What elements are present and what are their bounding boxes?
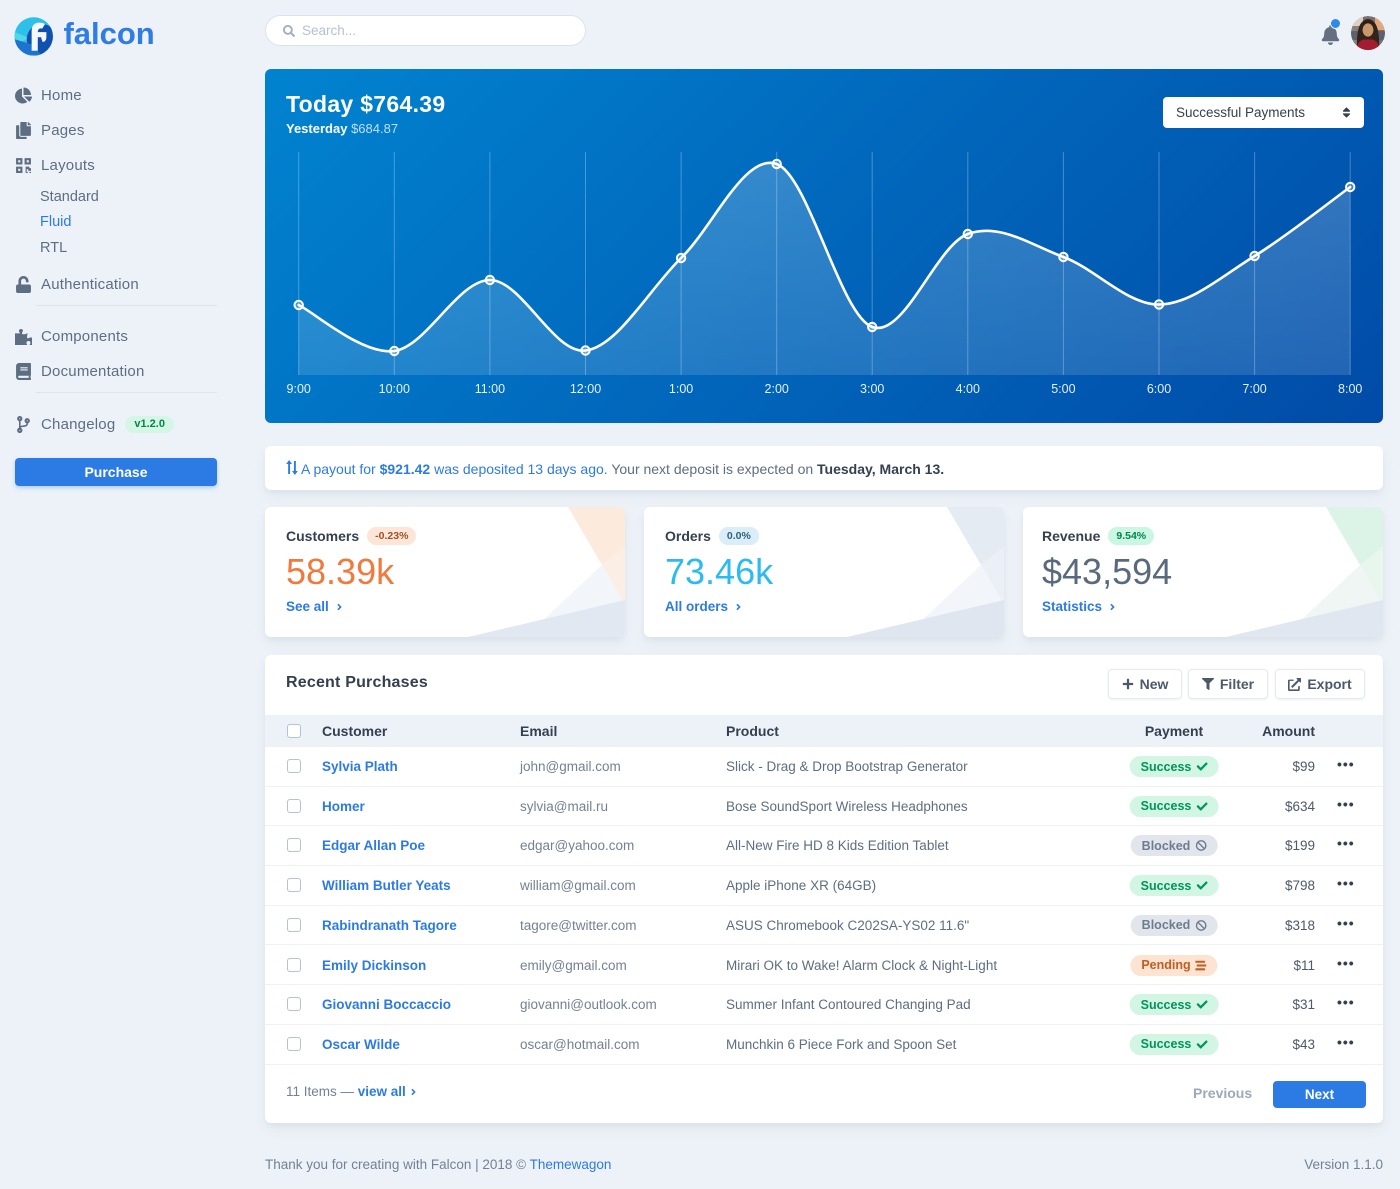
svg-text:8:00: 8:00 (1338, 382, 1362, 396)
svg-text:9:00: 9:00 (287, 382, 311, 396)
svg-text:12:00: 12:00 (570, 382, 601, 396)
svg-text:11:00: 11:00 (475, 382, 505, 396)
svg-text:6:00: 6:00 (1147, 382, 1171, 396)
svg-text:10:00: 10:00 (379, 382, 410, 396)
svg-text:1:00: 1:00 (669, 382, 693, 396)
svg-text:2:00: 2:00 (765, 382, 789, 396)
svg-text:4:00: 4:00 (956, 382, 980, 396)
svg-text:3:00: 3:00 (860, 382, 884, 396)
svg-text:7:00: 7:00 (1242, 382, 1266, 396)
svg-text:5:00: 5:00 (1051, 382, 1075, 396)
